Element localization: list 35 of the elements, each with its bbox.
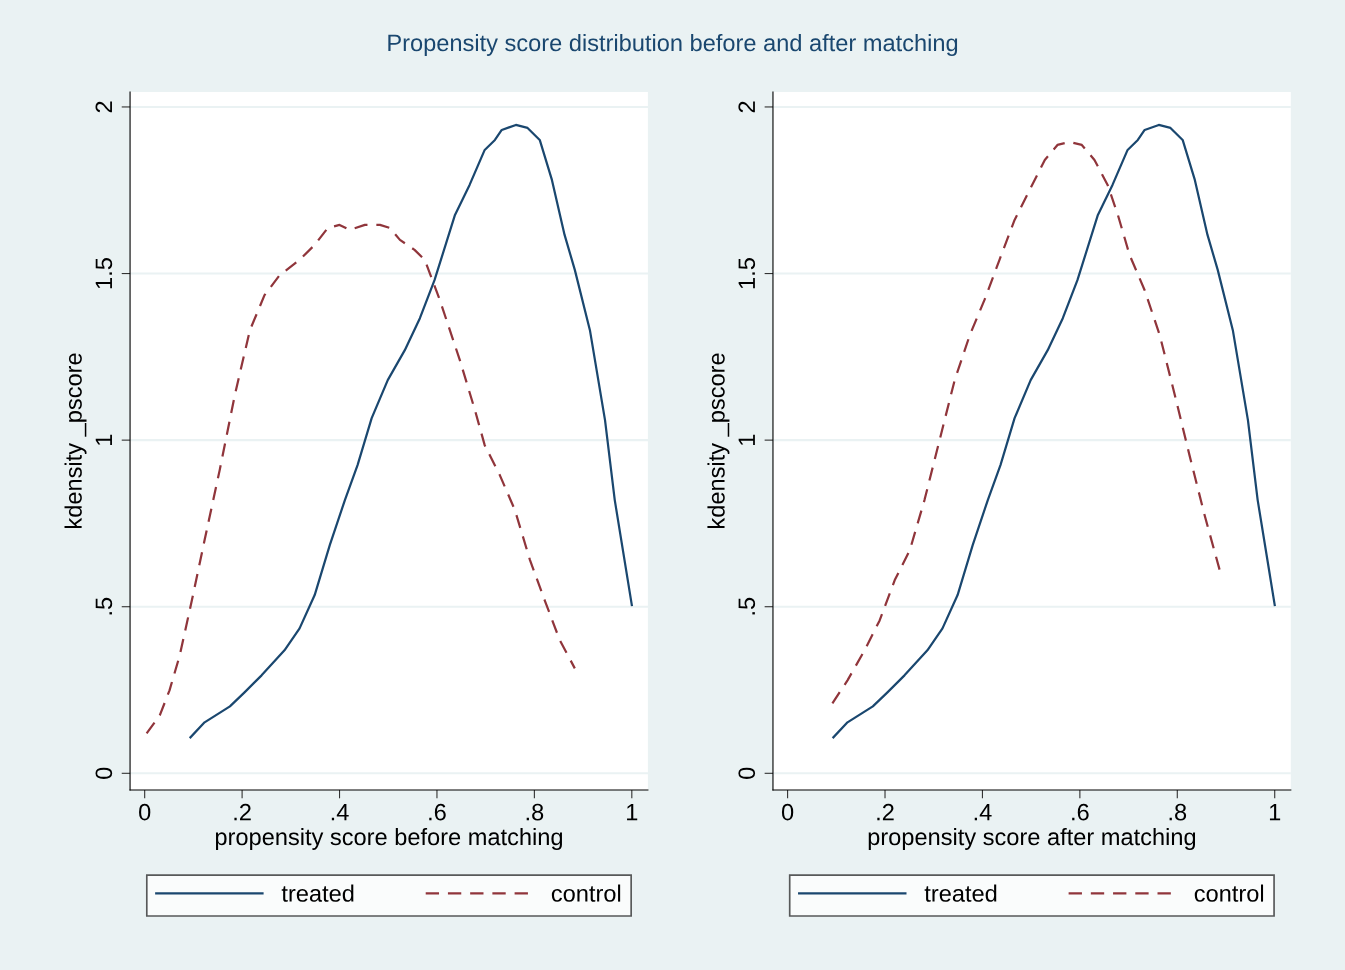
x-tick-label: .2: [234, 803, 251, 821]
x-axis-title: propensity score before matching: [215, 827, 563, 850]
y-tick-label: 0: [738, 767, 756, 779]
line-series: [145, 223, 576, 735]
x-tick-label: 0: [139, 803, 151, 821]
x-tick-label: 1: [1269, 804, 1281, 821]
y-tick-label: 1: [738, 434, 755, 445]
x-axis-title: propensity score after matching: [868, 827, 1196, 850]
x-tick-label: .4: [331, 804, 349, 821]
chart-title: Propensity score distribution before and after matching: [388, 33, 958, 56]
x-tick-label: 1: [627, 804, 638, 821]
x-tick-label: .4: [974, 804, 992, 821]
y-tick-label: 1.5: [738, 258, 756, 289]
legend-label: control: [1194, 884, 1264, 902]
legend-label: treated: [924, 884, 997, 902]
line-series: [189, 123, 633, 739]
line-series: [832, 123, 1276, 739]
y-axis-title: kdensity _pscore: [64, 353, 87, 528]
x-tick-label: .8: [1169, 803, 1187, 821]
y-axis-title: kdensity _pscore: [707, 353, 730, 528]
y-tick-label: 2: [738, 101, 755, 113]
y-tick-label: 0: [95, 767, 113, 779]
legend-label: control: [551, 884, 621, 902]
x-tick-label: .6: [429, 803, 446, 821]
x-tick-label: .2: [877, 803, 894, 821]
x-tick-label: .6: [1072, 803, 1089, 821]
y-tick-label: .5: [738, 597, 756, 615]
y-tick-label: .5: [95, 597, 113, 615]
y-tick-label: 1: [95, 434, 112, 445]
x-tick-label: .8: [526, 803, 544, 821]
legend-label: treated: [281, 884, 354, 902]
line-series: [831, 140, 1221, 705]
y-tick-label: 1.5: [95, 258, 113, 289]
x-tick-label: 0: [781, 803, 794, 821]
y-tick-label: 2: [95, 101, 112, 113]
